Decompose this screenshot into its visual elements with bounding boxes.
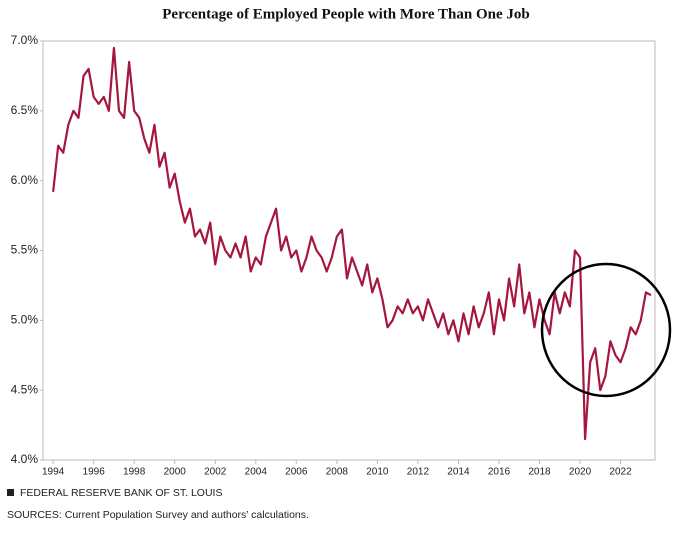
x-tick-label: 2018 — [528, 467, 551, 478]
y-tick-label: 7.0% — [11, 33, 39, 47]
plot-frame — [42, 40, 656, 461]
data-line — [52, 46, 652, 441]
plot-area: 4.0% 4.5% 5.0% 5.5% 6.0% 6.5% 7.0% 1994 1996 1998… — [11, 33, 652, 478]
x-tick-label: 2004 — [245, 467, 268, 478]
x-tick-label: 2014 — [447, 467, 470, 478]
credit: FEDERAL RESERVE BANK OF ST. LOUIS — [20, 487, 222, 499]
x-tick-label: 2012 — [407, 467, 430, 478]
x-tick-label: 1996 — [83, 467, 106, 478]
y-tick-label: 5.0% — [11, 313, 39, 327]
y-tick-label: 6.5% — [11, 103, 39, 117]
x-tick-label: 2008 — [326, 467, 349, 478]
y-tick-label: 5.5% — [11, 243, 39, 257]
x-tick-label: 2016 — [488, 467, 511, 478]
x-tick-label: 1998 — [123, 467, 146, 478]
x-tick-label: 2020 — [569, 467, 592, 478]
y-tick-label: 4.0% — [11, 452, 39, 466]
x-tick-label: 2000 — [164, 467, 187, 478]
credit-icon — [7, 489, 14, 496]
highlight-circle — [540, 262, 672, 398]
y-tick-label: 6.0% — [11, 173, 39, 187]
chart-title: Percentage of Employed People with More … — [162, 6, 529, 22]
x-tick-label: 2002 — [204, 467, 227, 478]
x-tick-label: 2006 — [285, 467, 308, 478]
x-tick-label: 2022 — [609, 467, 632, 478]
x-tick-label: 2010 — [366, 467, 389, 478]
source-note: SOURCES: Current Population Survey and a… — [7, 509, 309, 521]
x-tick-label: 1994 — [42, 467, 65, 478]
y-tick-label: 4.5% — [11, 382, 39, 396]
